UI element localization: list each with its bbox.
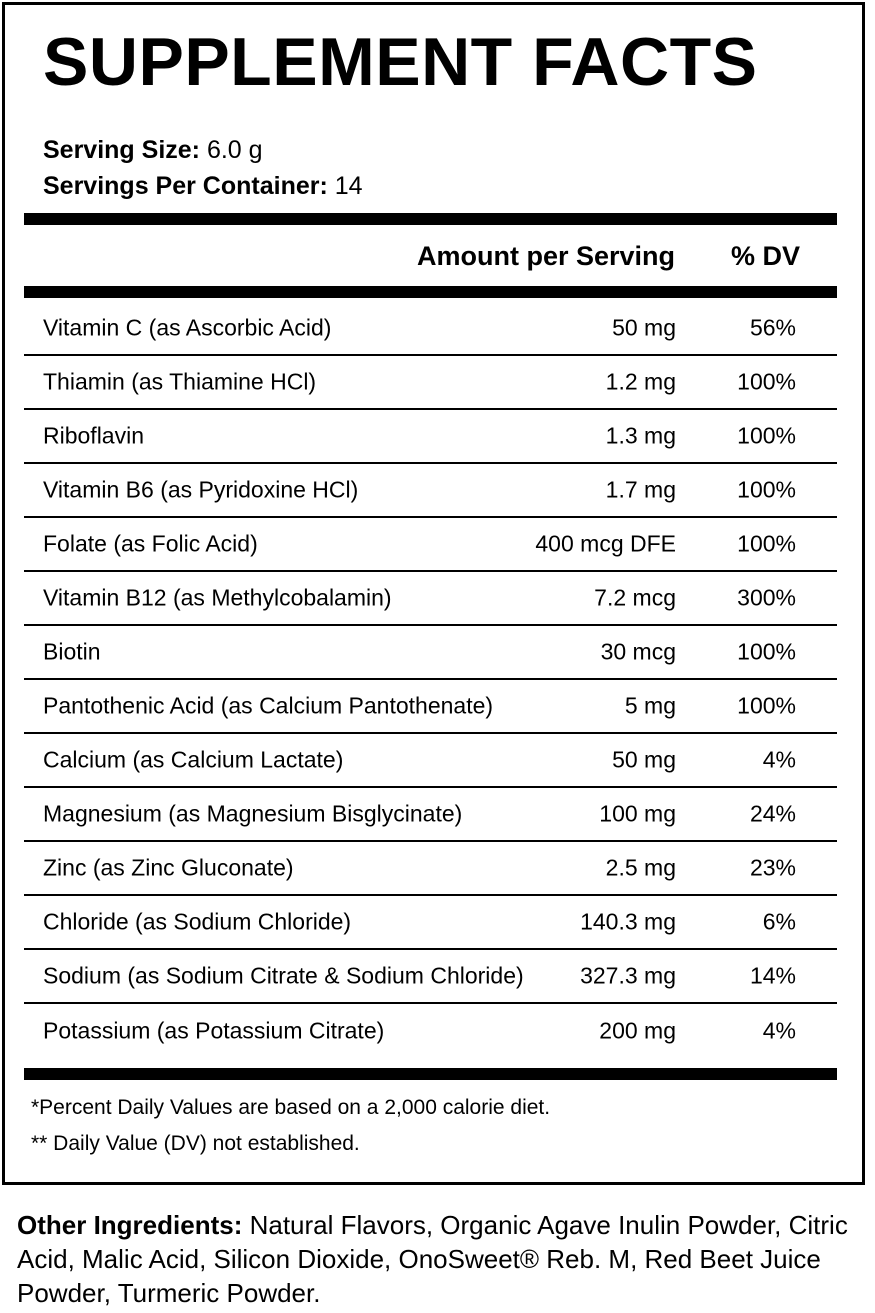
table-row: Vitamin B6 (as Pyridoxine HCl) 1.7 mg 100%	[24, 464, 837, 518]
amount-per-serving-header: Amount per Serving	[416, 241, 675, 271]
table-row: Folate (as Folic Acid) 400 mcg DFE 100%	[24, 518, 837, 572]
nutrient-amount: 1.3 mg	[605, 422, 676, 449]
nutrient-dv: 300%	[737, 584, 796, 611]
servings-per-container-value: 14	[334, 172, 363, 200]
table-row: Pantothenic Acid (as Calcium Pantothenat…	[24, 680, 837, 734]
percent-dv-header: % DV	[730, 241, 800, 271]
nutrient-name: Vitamin B12 (as Methylcobalamin)	[43, 584, 392, 611]
nutrient-name: Vitamin C (as Ascorbic Acid)	[43, 314, 332, 341]
nutrient-table: Vitamin C (as Ascorbic Acid) 50 mg 56% Thia…	[24, 302, 837, 1058]
nutrient-amount: 400 mcg DFE	[535, 530, 676, 557]
nutrient-name: Potassium (as Potassium Citrate)	[43, 1017, 385, 1044]
footnote-dv-not-established: ** Daily Value (DV) not established.	[31, 1132, 360, 1155]
table-row: Chloride (as Sodium Chloride) 140.3 mg 6%	[24, 896, 837, 950]
other-ingredients-label: Other Ingredients:	[17, 1210, 243, 1240]
serving-size-value: 6.0 g	[206, 136, 263, 164]
nutrient-amount: 50 mg	[612, 746, 676, 773]
nutrient-dv: 6%	[762, 908, 796, 935]
nutrient-name: Thiamin (as Thiamine HCl)	[43, 368, 317, 395]
other-ingredients-text: Natural Flavors, Organic Agave Inulin Po…	[17, 1210, 848, 1308]
table-row: Sodium (as Sodium Citrate & Sodium Chlor…	[24, 950, 837, 1004]
nutrient-name: Vitamin B6 (as Pyridoxine HCl)	[43, 476, 359, 503]
table-row: Vitamin B12 (as Methylcobalamin) 7.2 mcg 3…	[24, 572, 837, 626]
serving-size: Serving Size: 6.0 g	[43, 138, 263, 163]
nutrient-name: Chloride (as Sodium Chloride)	[43, 908, 352, 935]
nutrient-amount: 100 mg	[599, 800, 676, 827]
nutrient-amount: 7.2 mcg	[594, 584, 676, 611]
serving-size-label: Serving Size:	[43, 136, 200, 164]
nutrient-name: Biotin	[43, 638, 101, 665]
nutrient-dv: 24%	[749, 800, 796, 827]
nutrient-name: Sodium (as Sodium Citrate & Sodium Chlor…	[43, 962, 524, 989]
nutrient-dv: 100%	[737, 638, 796, 665]
nutrient-name: Riboflavin	[43, 422, 144, 449]
nutrient-amount: 200 mg	[599, 1017, 676, 1044]
supplement-facts-panel	[2, 2, 865, 1185]
nutrient-dv: 4%	[762, 746, 796, 773]
nutrient-amount: 1.7 mg	[605, 476, 676, 503]
nutrient-amount: 140.3 mg	[580, 908, 676, 935]
other-ingredients: Other Ingredients: Natural Flavors, Orga…	[17, 1208, 875, 1310]
nutrient-dv: 4%	[762, 1017, 796, 1044]
nutrient-name: Zinc (as Zinc Gluconate)	[43, 854, 294, 881]
nutrient-name: Magnesium (as Magnesium Bisglycinate)	[43, 800, 463, 827]
nutrient-name: Pantothenic Acid (as Calcium Pantothenat…	[43, 692, 494, 719]
footnote-daily-values: *Percent Daily Values are based on a 2,0…	[31, 1096, 551, 1119]
nutrient-dv: 100%	[737, 422, 796, 449]
nutrient-amount: 30 mcg	[600, 638, 676, 665]
servings-per-container-label: Servings Per Container:	[43, 172, 328, 200]
panel-title: SUPPLEMENT FACTS	[43, 24, 758, 100]
nutrient-amount: 5 mg	[624, 692, 676, 719]
table-row: Zinc (as Zinc Gluconate) 2.5 mg 23%	[24, 842, 837, 896]
table-row: Riboflavin 1.3 mg 100%	[24, 410, 837, 464]
nutrient-dv: 23%	[749, 854, 796, 881]
table-row: Thiamin (as Thiamine HCl) 1.2 mg 100%	[24, 356, 837, 410]
table-row: Potassium (as Potassium Citrate) 200 mg 4%	[24, 1004, 837, 1058]
thick-divider-top	[24, 213, 837, 225]
nutrient-dv: 100%	[737, 368, 796, 395]
servings-per-container: Servings Per Container: 14	[43, 174, 363, 199]
table-row: Biotin 30 mcg 100%	[24, 626, 837, 680]
nutrient-dv: 14%	[749, 962, 796, 989]
nutrient-name: Folate (as Folic Acid)	[43, 530, 258, 557]
nutrient-dv: 56%	[749, 314, 796, 341]
nutrient-dv: 100%	[737, 476, 796, 503]
nutrient-amount: 50 mg	[612, 314, 676, 341]
nutrient-dv: 100%	[737, 692, 796, 719]
nutrient-amount: 327.3 mg	[580, 962, 676, 989]
thick-divider-bottom	[24, 1068, 837, 1080]
table-row: Vitamin C (as Ascorbic Acid) 50 mg 56%	[24, 302, 837, 356]
table-row: Calcium (as Calcium Lactate) 50 mg 4%	[24, 734, 837, 788]
nutrient-amount: 1.2 mg	[605, 368, 676, 395]
nutrient-amount: 2.5 mg	[605, 854, 676, 881]
nutrient-name: Calcium (as Calcium Lactate)	[43, 746, 344, 773]
thick-divider-header	[24, 286, 837, 298]
nutrient-dv: 100%	[737, 530, 796, 557]
table-row: Magnesium (as Magnesium Bisglycinate) 100…	[24, 788, 837, 842]
